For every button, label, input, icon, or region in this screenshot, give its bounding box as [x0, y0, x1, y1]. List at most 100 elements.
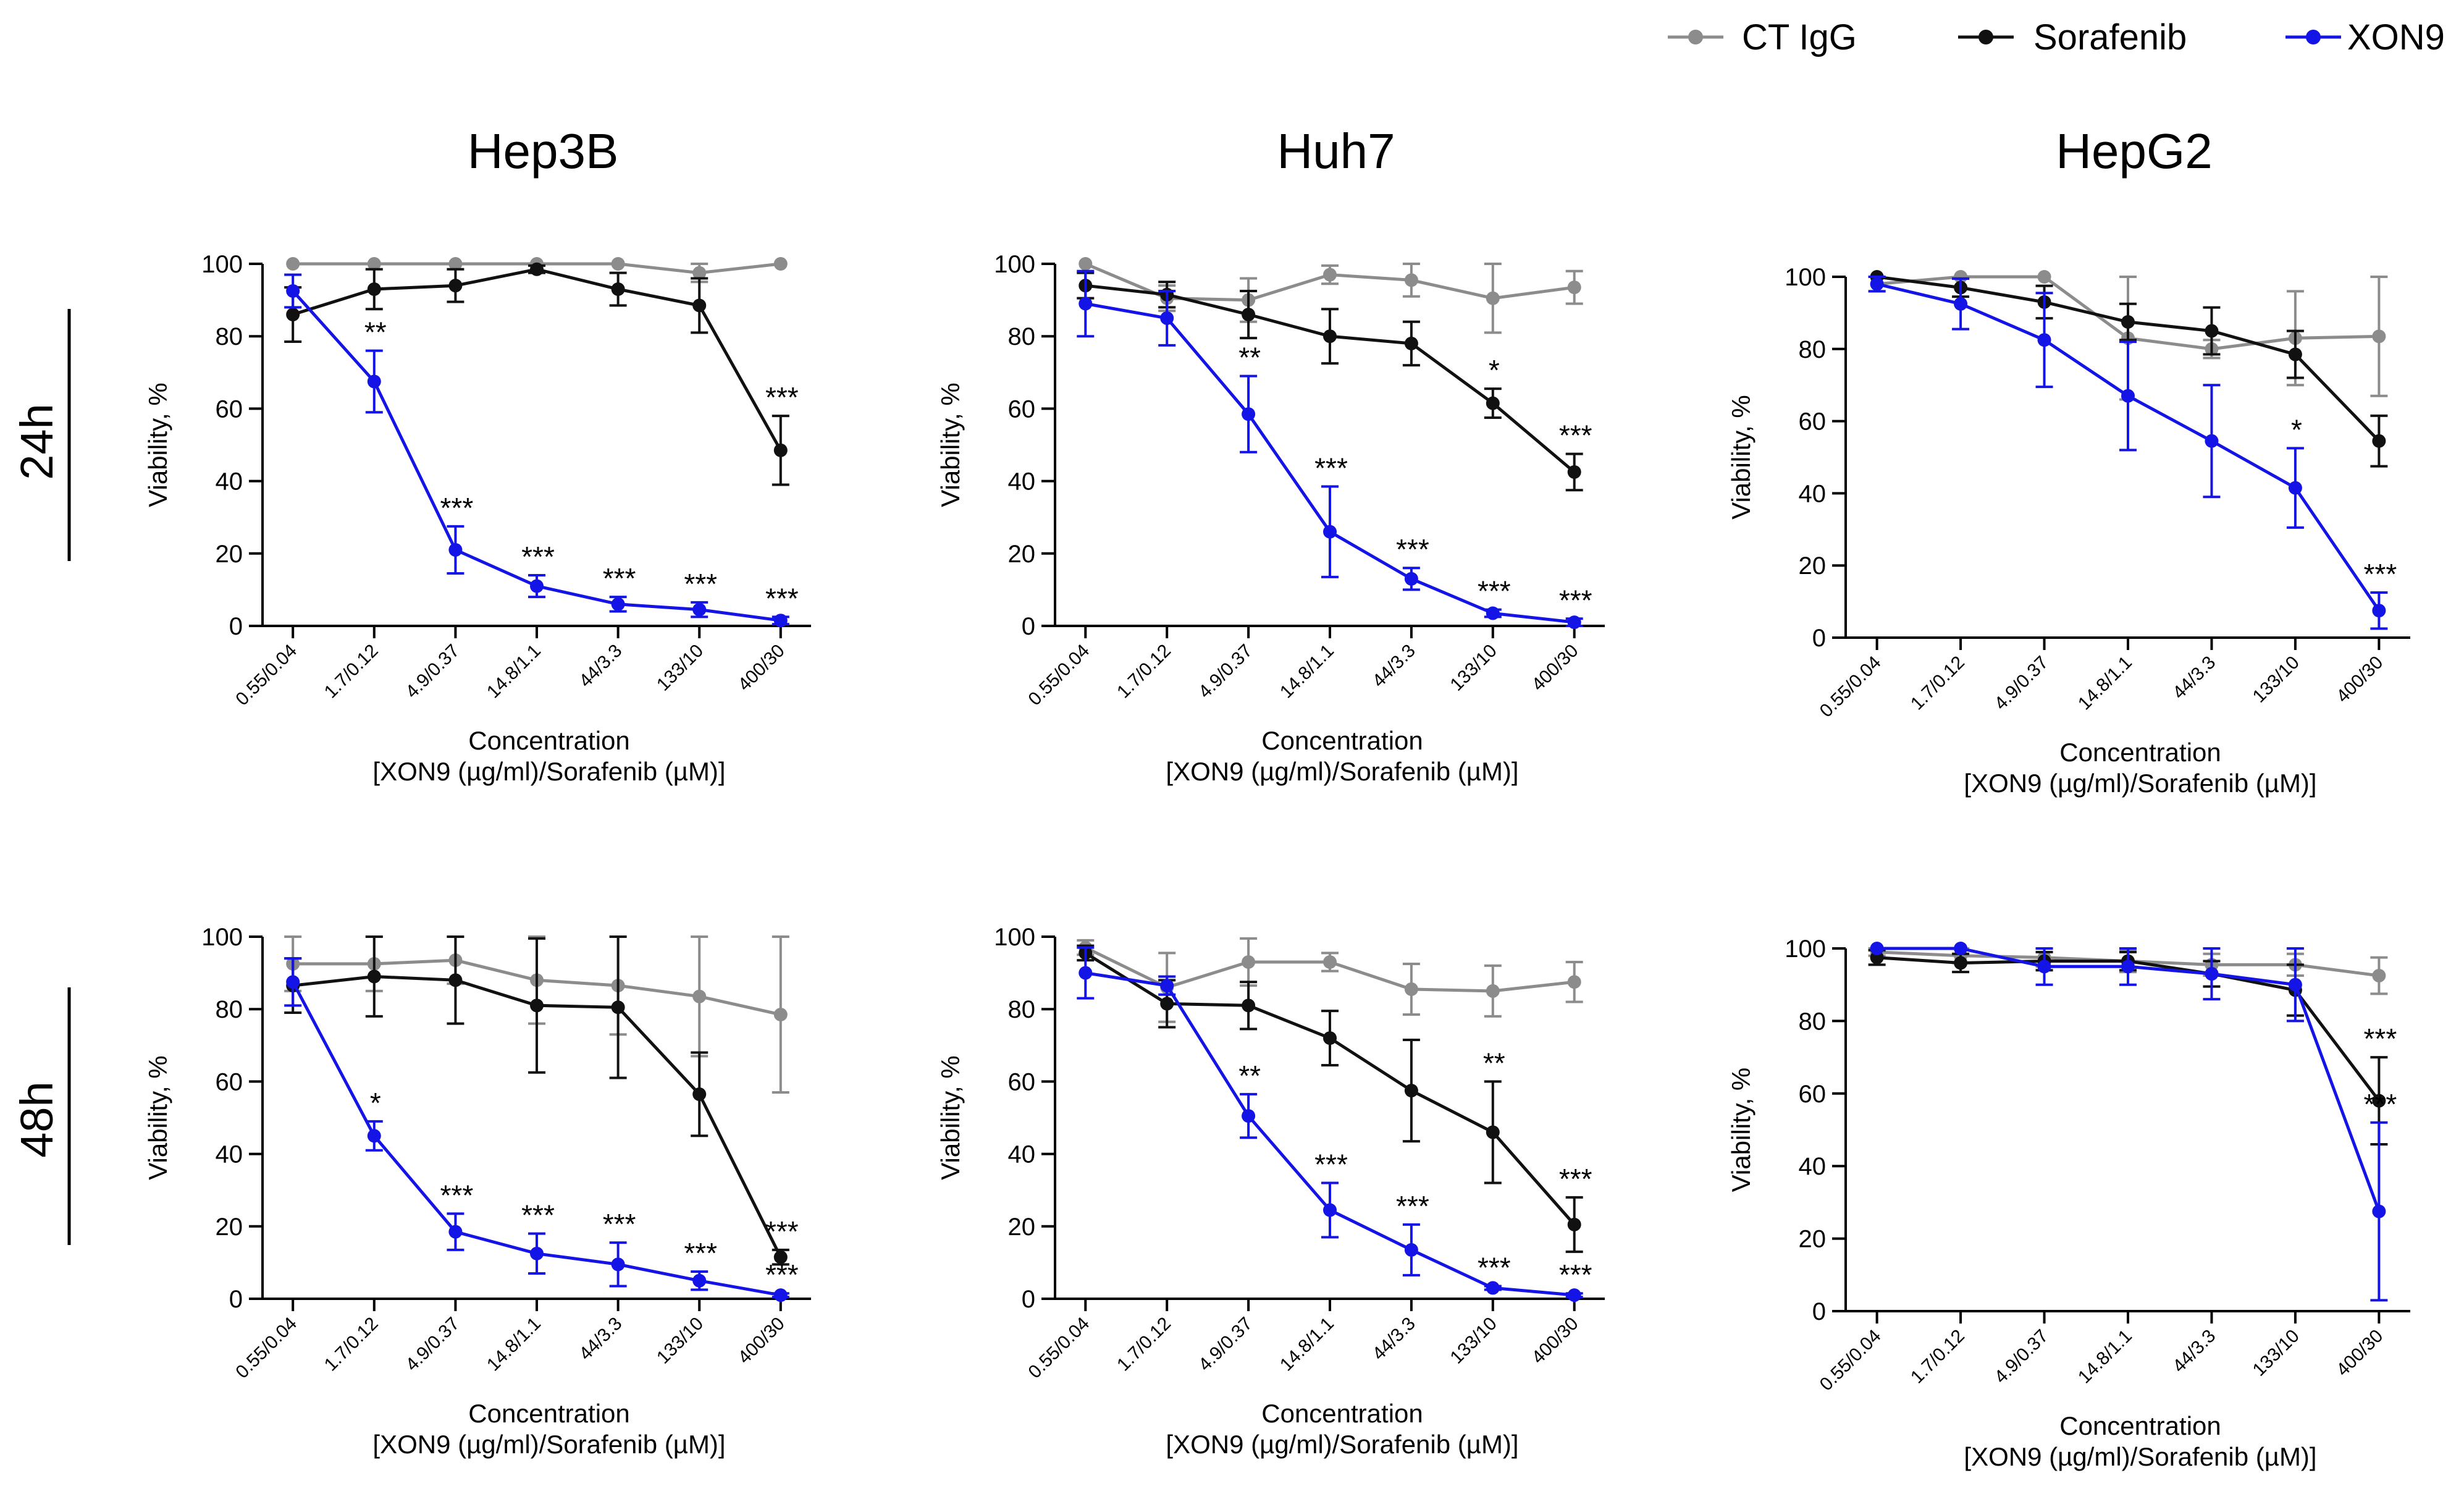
- data-point-sor: [773, 1250, 788, 1264]
- x-tick-label: 44/3.3: [2169, 652, 2219, 703]
- x-tick-label: 14.8/1.1: [1276, 641, 1338, 703]
- data-point-ct: [1567, 281, 1581, 295]
- data-point-xon: [2037, 333, 2051, 347]
- data-point-xon: [286, 975, 300, 989]
- y-tick-label: 0: [1812, 625, 1826, 652]
- y-tick-label: 0: [1812, 1298, 1826, 1325]
- x-tick-label: 1.7/0.12: [1907, 652, 1969, 714]
- significance-label: ***: [1478, 1251, 1511, 1283]
- data-point-sor: [611, 1000, 625, 1015]
- data-point-ct: [692, 989, 707, 1003]
- data-point-xon: [367, 1129, 381, 1143]
- x-tick-label: 400/30: [1528, 641, 1582, 695]
- y-tick-label: 100: [994, 251, 1035, 278]
- y-tick-label: 40: [1008, 1141, 1036, 1168]
- significance-label: ***: [684, 1237, 717, 1269]
- series-xon: [1868, 276, 2388, 630]
- y-tick-label: 20: [1008, 1214, 1036, 1241]
- data-point-ct: [2372, 969, 2386, 983]
- series-xon: [284, 273, 789, 628]
- x-tick-label: 0.55/0.04: [232, 1314, 301, 1383]
- series-sor: [1077, 944, 1583, 1253]
- significance-label: *: [370, 1087, 381, 1119]
- legend-marker-xon: [2306, 30, 2321, 44]
- y-tick-label: 20: [1799, 1226, 1827, 1253]
- x-tick-label: 14.8/1.1: [483, 641, 545, 703]
- significance-label: ***: [1478, 575, 1511, 607]
- significance-label: ***: [1559, 584, 1592, 616]
- data-point-sor: [1954, 956, 1968, 970]
- data-point-sor: [2121, 315, 2135, 329]
- x-tick-label: 0.55/0.04: [232, 641, 301, 710]
- significance-label: ***: [603, 562, 636, 594]
- x-tick-label: 4.9/0.37: [1195, 641, 1256, 703]
- series-xon: [1077, 269, 1583, 630]
- panel-huh7-24h: Huh7 0 20 40 60 80 100 Viability, % 0.55/0.04 1.7…: [936, 124, 1605, 786]
- x-axis-label-units: [XON9 (µg/ml)/Sorafenib (µM)]: [1964, 1442, 2316, 1471]
- x-tick-label: 44/3.3: [575, 641, 626, 691]
- x-tick-label: 4.9/0.37: [1990, 652, 2052, 714]
- significance-label: ***: [1314, 1148, 1348, 1180]
- x-tick-label: 1.7/0.12: [321, 641, 382, 703]
- data-point-ct: [367, 257, 381, 271]
- y-tick-label: 0: [1022, 1286, 1035, 1313]
- data-point-xon: [448, 1225, 463, 1239]
- data-point-sor: [2372, 434, 2386, 448]
- data-point-xon: [1486, 606, 1500, 620]
- data-point-xon: [367, 374, 381, 389]
- data-point-sor: [1567, 1217, 1581, 1231]
- y-tick-label: 80: [216, 323, 243, 350]
- significance-label: ***: [2364, 558, 2397, 590]
- y-tick-label: 20: [216, 541, 243, 568]
- x-tick-label: 44/3.3: [2169, 1326, 2219, 1377]
- legend-marker-ct: [1688, 30, 1703, 44]
- x-axis-label: Concentration: [1261, 726, 1423, 755]
- y-tick-label: 80: [1799, 1008, 1827, 1035]
- data-point-xon: [1870, 277, 1884, 291]
- significance-label: ***: [440, 1179, 474, 1211]
- y-tick-label: 60: [1008, 395, 1036, 423]
- data-point-xon: [1567, 615, 1581, 630]
- x-tick-label: 14.8/1.1: [2074, 652, 2136, 714]
- data-point-xon: [2121, 960, 2135, 974]
- y-tick-label: 60: [1008, 1068, 1036, 1096]
- data-point-xon: [1567, 1288, 1581, 1302]
- data-point-xon: [2372, 604, 2386, 618]
- y-tick-label: 20: [216, 1214, 243, 1241]
- data-point-xon: [1954, 942, 1968, 955]
- significance-label: ***: [765, 1215, 799, 1247]
- y-tick-label: 0: [229, 613, 243, 640]
- row-label-48h: 48h: [11, 1081, 62, 1157]
- significance-label: ***: [765, 1259, 799, 1291]
- x-axis-label-units: [XON9 (µg/ml)/Sorafenib (µM)]: [1166, 1430, 1518, 1459]
- data-point-sor: [1242, 308, 1256, 322]
- row-label-24h: 24h: [11, 403, 62, 479]
- significance-label: ***: [440, 492, 474, 524]
- x-tick-label: 133/10: [653, 641, 707, 695]
- data-point-ct: [2372, 329, 2386, 344]
- x-tick-label: 133/10: [2249, 1326, 2303, 1380]
- y-tick-label: 80: [216, 996, 243, 1023]
- data-point-xon: [1486, 1281, 1500, 1295]
- data-point-xon: [2121, 389, 2135, 403]
- x-tick-label: 400/30: [1528, 1314, 1582, 1368]
- y-tick-label: 60: [216, 395, 243, 423]
- x-tick-label: 400/30: [734, 1314, 789, 1368]
- y-tick-label: 40: [1799, 480, 1827, 507]
- data-point-sor: [692, 1087, 707, 1101]
- significance-label: ***: [1559, 1163, 1592, 1195]
- data-point-xon: [1954, 297, 1968, 311]
- data-point-xon: [1404, 572, 1418, 586]
- significance-label: **: [1238, 1060, 1261, 1092]
- y-tick-label: 60: [1799, 1081, 1827, 1108]
- x-tick-label: 133/10: [1447, 1314, 1501, 1368]
- data-point-xon: [692, 602, 707, 617]
- y-tick-label: 100: [994, 924, 1035, 951]
- data-point-ct: [1323, 268, 1337, 282]
- legend-label-ct: CT IgG: [1742, 17, 1857, 57]
- y-axis-label: Viability, %: [936, 1055, 965, 1180]
- y-axis-label: Viability, %: [936, 382, 965, 507]
- data-point-sor: [611, 282, 625, 297]
- y-axis-label: Viability, %: [143, 1055, 172, 1180]
- y-tick-label: 80: [1799, 336, 1827, 363]
